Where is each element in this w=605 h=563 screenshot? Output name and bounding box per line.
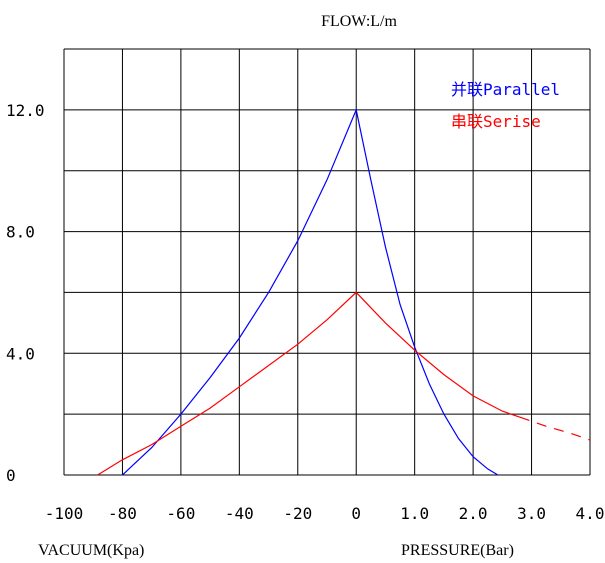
x-tick-label: 3.0 xyxy=(517,504,546,523)
legend-serise: 串联Serise xyxy=(451,112,541,131)
x-tick-label: 4.0 xyxy=(576,504,605,523)
series-line-parallel xyxy=(121,107,499,476)
x-tick-label: 1.0 xyxy=(400,504,429,523)
chart-legend: 并联Parallel 串联Serise xyxy=(451,80,560,131)
x-tick-label: -40 xyxy=(225,504,254,523)
chart-grid xyxy=(63,48,591,476)
x-axis-label-pressure: PRESSURE(Bar) xyxy=(401,542,514,559)
x-tick-label: -60 xyxy=(166,504,195,523)
y-tick-label: 4.0 xyxy=(6,344,35,363)
y-tick-label: 12.0 xyxy=(6,101,45,120)
y-tick-labels: 0 4.0 8.0 12.0 xyxy=(6,101,45,485)
series-line-serise-dashed xyxy=(519,416,591,441)
x-tick-label: 0 xyxy=(351,504,361,523)
x-tick-label: -80 xyxy=(108,504,137,523)
chart-curves xyxy=(97,107,591,476)
x-tick-labels: -100 -80 -60 -40 -20 0 1.0 2.0 3.0 4.0 xyxy=(45,504,605,523)
chart-title: FLOW:L/m xyxy=(321,13,397,30)
x-axis-label-vacuum: VACUUM(Kpa) xyxy=(38,542,144,559)
y-tick-label: 8.0 xyxy=(6,223,35,242)
series-line-serise xyxy=(97,291,521,476)
x-tick-label: -100 xyxy=(45,504,84,523)
x-tick-label: 2.0 xyxy=(459,504,488,523)
legend-parallel: 并联Parallel xyxy=(451,80,560,99)
x-tick-label: -20 xyxy=(283,504,312,523)
y-tick-label: 0 xyxy=(6,466,16,485)
